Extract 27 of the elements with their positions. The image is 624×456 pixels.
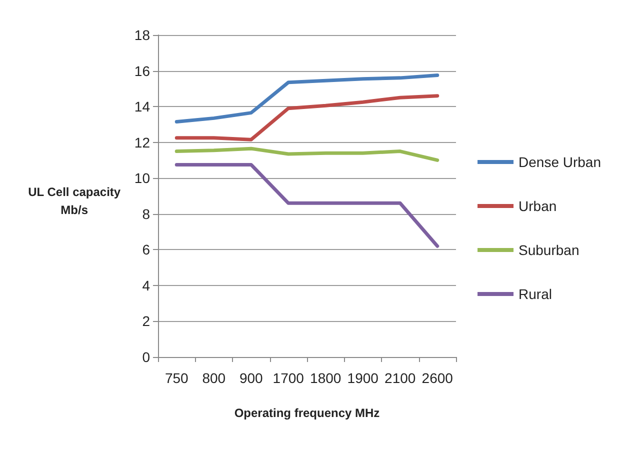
y-tick-label: 0 [142,349,150,365]
y-tick-label: 2 [142,313,150,330]
line-series [174,146,440,162]
x-axis-title: Operating frequency MHz [234,406,380,420]
y-axis-title: UL Cell capacity Mb/s [28,185,121,217]
y-tick-label: 18 [134,27,150,43]
y-tick-label: 10 [134,170,150,186]
line-series [174,74,440,124]
legend-label: Urban [518,198,557,214]
legend-label: Dense Urban [518,154,602,170]
x-tick-label: 800 [202,370,226,386]
x-tick-label: 1700 [272,370,304,386]
x-tick-label: 1900 [347,370,379,386]
y-tick-label: 14 [134,98,150,115]
legend-label: Rural [518,286,552,302]
y-tick-label: 4 [142,277,150,294]
x-tick-label: 2600 [422,370,454,386]
y-tick-label: 12 [134,134,150,150]
y-tick-label: 6 [142,242,150,258]
x-tick-label: 2100 [384,370,416,386]
x-tick-label: 900 [239,370,264,386]
x-tick-label: 750 [164,370,189,386]
y-tick-label: 16 [134,62,150,79]
y-tick-label: 8 [142,206,150,222]
line-series [174,94,440,142]
x-tick-label: 1800 [310,370,342,386]
legend-label: Suburban [518,242,580,258]
